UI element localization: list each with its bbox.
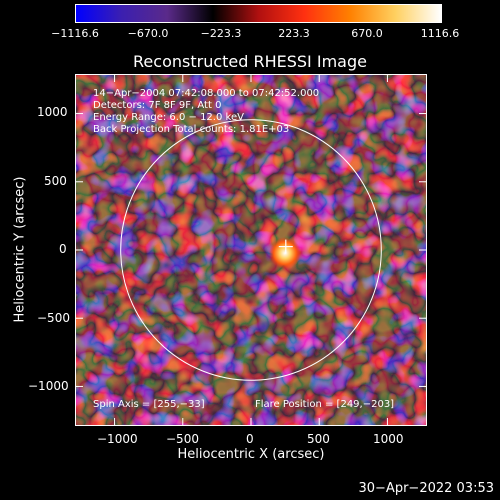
info-line: Energy Range: 6.0 − 12.0 keV: [93, 112, 244, 123]
y-axis-label: Heliocentric Y (arcsec): [12, 176, 28, 323]
colorbar: [75, 4, 442, 23]
y-tick-label: 1000: [37, 105, 68, 119]
x-tick-label: 0: [246, 432, 254, 446]
y-tick-label: −500: [37, 311, 70, 325]
image-title: Reconstructed RHESSI Image: [133, 52, 367, 71]
info-line: Detectors: 7F 8F 9F, Att 0: [93, 100, 222, 111]
image-background: [75, 74, 427, 426]
y-tick-label: 0: [59, 242, 67, 256]
x-tick-label: −500: [166, 432, 199, 446]
timestamp: 30−Apr−2022 03:53: [358, 481, 495, 496]
x-tick-label: −1000: [97, 432, 138, 446]
spin-axis-text: Spin Axis = [255,−33]: [93, 399, 205, 410]
colorbar-tick-label: −1116.6: [51, 27, 99, 40]
y-tick-label: −1000: [28, 379, 69, 393]
colorbar-tick-label: −223.3: [200, 27, 242, 40]
colorbar-tick-label: −670.0: [127, 27, 169, 40]
info-line: Back Projection Total counts: 1.81E+03: [93, 124, 290, 135]
colorbar-tick-label: 223.3: [278, 27, 310, 40]
x-axis-label: Heliocentric X (arcsec): [177, 447, 325, 462]
colorbar-tick-label: 670.0: [351, 27, 383, 40]
plot-frame: [75, 74, 427, 426]
solar-limb-circle: [120, 119, 382, 381]
y-tick-label: 500: [44, 174, 67, 188]
rhessi-image-plot: [75, 74, 427, 426]
flare-source: [268, 237, 301, 270]
x-tick-label: 1000: [373, 432, 404, 446]
colorbar-tick-label: 1116.6: [420, 27, 460, 40]
info-line: 14−Apr−2004 07:42:08.000 to 07:42:52.000: [93, 88, 320, 99]
flare-position-text: Flare Position = [249,−203]: [255, 399, 395, 410]
x-tick-label: 500: [307, 432, 330, 446]
